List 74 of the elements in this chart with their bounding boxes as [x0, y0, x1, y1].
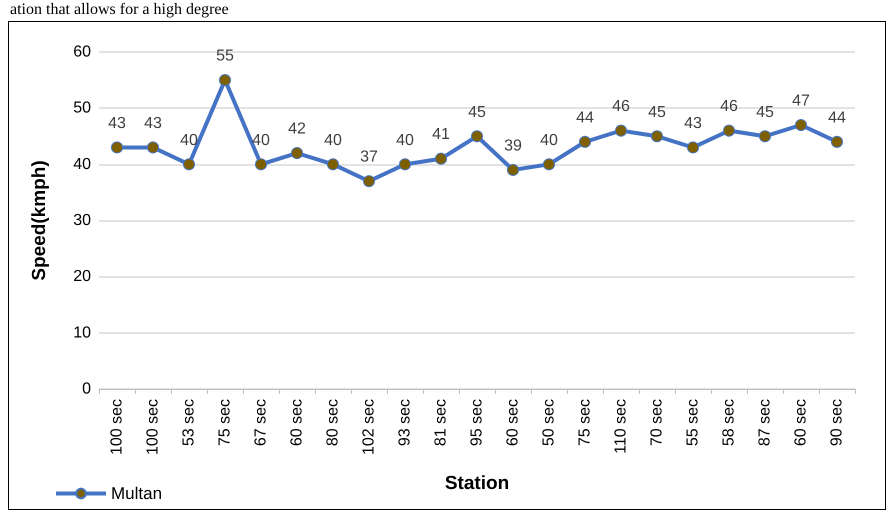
x-tick-label: 55 sec [684, 399, 702, 446]
point [147, 141, 159, 154]
data-label: 45 [468, 104, 486, 121]
data-label: 43 [684, 114, 702, 132]
y-tick-label: 30 [73, 212, 92, 229]
x-tick-label: 67 sec [252, 399, 270, 446]
x-tick-label: 100 sec [108, 399, 126, 456]
point [543, 158, 555, 170]
y-tick-label: 10 [73, 324, 92, 342]
point [795, 119, 807, 132]
x-tick-label: 75 sec [576, 399, 594, 446]
point [615, 124, 627, 137]
data-label: 39 [504, 137, 522, 154]
data-label: 40 [396, 132, 414, 149]
x-tick-label: 87 sec [756, 399, 774, 446]
data-label: 43 [144, 114, 162, 132]
point [291, 147, 303, 160]
x-tick-label: 81 sec [432, 399, 450, 446]
point [507, 164, 519, 176]
data-label: 46 [720, 98, 738, 116]
data-label: 44 [576, 109, 594, 126]
data-label: 40 [540, 132, 558, 149]
point [831, 136, 843, 148]
point [435, 152, 447, 165]
x-tick-label: 95 sec [468, 399, 486, 446]
data-label: 47 [792, 92, 810, 110]
point [471, 130, 483, 142]
x-tick-label: 53 sec [180, 399, 198, 446]
point [399, 158, 411, 170]
x-tick-label: 75 sec [216, 399, 234, 446]
point [219, 74, 231, 86]
x-tick-label: 110 sec [612, 399, 630, 454]
y-tick-label: 20 [73, 268, 92, 286]
x-tick-label: 102 sec [360, 399, 378, 456]
point [759, 130, 771, 142]
point [363, 175, 375, 188]
data-label: 41 [432, 126, 450, 144]
point [111, 141, 123, 154]
point [651, 130, 663, 142]
data-label: 55 [216, 48, 234, 65]
data-label: 43 [108, 114, 126, 132]
y-tick-label: 40 [73, 156, 92, 173]
data-label: 40 [180, 132, 198, 149]
point [723, 124, 735, 137]
text: ation that allows for a high degree [10, 1, 229, 19]
x-tick-label: 70 sec [648, 399, 666, 446]
data-label: 44 [828, 109, 846, 126]
x-tick-label: 90 sec [828, 399, 846, 446]
point [255, 158, 267, 170]
y-tick-label: 50 [73, 100, 92, 117]
y-tick-label: 0 [82, 380, 92, 398]
x-tick-label: 60 sec [288, 399, 306, 446]
data-label: 45 [648, 104, 666, 121]
y-axis-title: Speed(kmph) [29, 160, 50, 281]
point [183, 158, 195, 170]
data-label: 42 [288, 120, 306, 138]
data-label: 45 [756, 104, 774, 121]
point [327, 158, 339, 170]
point [579, 136, 591, 148]
x-tick-label: 93 sec [396, 399, 414, 446]
x-tick-label: 80 sec [324, 399, 342, 446]
x-axis-title: Station [444, 473, 510, 494]
data-label: 40 [252, 132, 270, 149]
x-tick-label: 100 sec [144, 399, 162, 456]
data-label: 46 [612, 98, 630, 116]
x-tick-label: 58 sec [720, 399, 738, 446]
point [687, 141, 699, 154]
y-tick-label: 60 [73, 44, 92, 60]
legend-label: Multan [111, 484, 162, 503]
data-label: 40 [324, 132, 342, 149]
x-tick-label: 50 sec [540, 399, 558, 446]
data-label: 37 [360, 148, 378, 166]
x-tick-label: 60 sec [504, 399, 522, 446]
x-tick-label: 60 sec [792, 399, 810, 446]
